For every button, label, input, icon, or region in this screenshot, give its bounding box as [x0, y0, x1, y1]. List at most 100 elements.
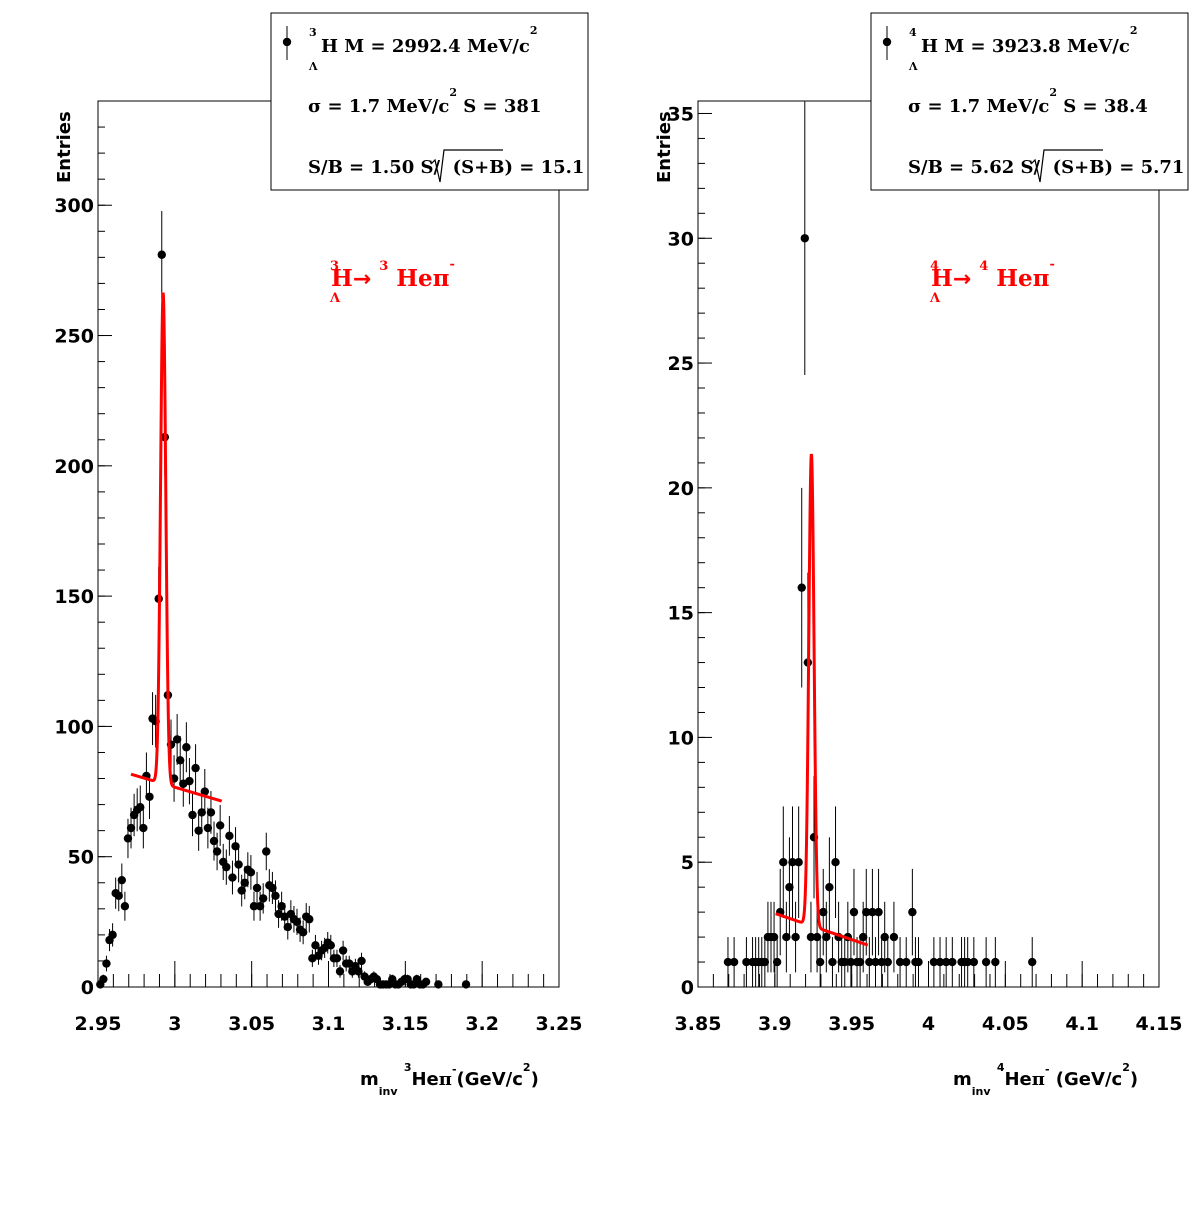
ann-sup-b: 3	[379, 259, 388, 274]
x-tick-label: 4.15	[1136, 1013, 1183, 1035]
x-title-unit2: 2	[523, 1061, 531, 1074]
data-point	[120, 902, 130, 911]
data-point	[194, 826, 203, 835]
x-title-unit2: 2	[1122, 1061, 1130, 1074]
data-point	[760, 957, 770, 967]
data-point	[136, 802, 145, 812]
data-point	[819, 907, 828, 917]
legend-box	[870, 12, 1189, 191]
ann-sup-a: 3	[330, 259, 339, 274]
data-point	[255, 902, 265, 911]
data-point	[461, 980, 471, 989]
x-title-he: He	[411, 1069, 438, 1090]
data-point	[880, 932, 889, 942]
legend-marker	[282, 37, 292, 47]
legend-significance: (S+B) = 15.1	[453, 157, 585, 178]
data-point	[991, 957, 1000, 967]
x-tick-label: 2.95	[75, 1013, 122, 1035]
ann-lambda: Λ	[929, 291, 941, 306]
data-point	[268, 883, 277, 893]
data-point	[729, 957, 739, 967]
x-title-m: m	[360, 1069, 379, 1090]
data-point	[785, 882, 794, 892]
data-point	[157, 250, 166, 259]
x-title-unit: (GeV/c	[457, 1069, 523, 1090]
x-title-pi: π	[439, 1069, 452, 1090]
y-tick-label: 50	[68, 847, 94, 869]
legend-line3: S/B = 5.62 S/ (S+B) = 5.71	[908, 157, 1184, 178]
data-point	[188, 810, 197, 820]
data-point	[929, 957, 939, 967]
data-point	[123, 834, 133, 843]
data-point	[206, 808, 216, 817]
left-panel: 0 50 100 150 200 250 300 2.95 3 3.05 3.1 3.15 3.2 3.2…	[54, 12, 589, 1098]
data-point	[840, 957, 849, 967]
data-point	[963, 957, 972, 967]
data-point	[234, 860, 243, 869]
data-point	[874, 907, 883, 917]
data-point	[102, 959, 111, 968]
data-point	[212, 847, 222, 856]
legend-lambda: Λ	[308, 60, 318, 73]
x-title-minus: -	[1045, 1063, 1050, 1076]
legend-box	[270, 12, 589, 191]
data-point	[222, 862, 231, 872]
data-point	[114, 891, 123, 900]
data-point	[895, 957, 905, 967]
data-point	[779, 858, 788, 867]
data-point	[197, 808, 206, 817]
data-point	[877, 957, 886, 967]
data-point	[865, 957, 874, 967]
data-point	[332, 954, 342, 963]
x-tick-label: 3.1	[312, 1013, 346, 1035]
legend-signal: S = 38.4	[1057, 96, 1148, 117]
legend-sqrt-sign	[1030, 149, 1103, 183]
x-title-inv: inv	[379, 1085, 399, 1098]
decay-annotation: 4H→ 4 Heπ-	[930, 257, 1055, 292]
x-tick-label: 3.15	[382, 1013, 429, 1035]
data-point	[335, 967, 345, 976]
legend-sigma: σ = 1.7 MeV/c	[908, 96, 1049, 117]
y-tick-label: 300	[54, 195, 94, 217]
fit-curve	[775, 453, 869, 947]
data-point	[185, 776, 194, 786]
ann-lambda: Λ	[329, 291, 341, 306]
x-tick-label: 3.05	[228, 1013, 275, 1035]
data-point	[862, 907, 871, 917]
data-point	[858, 932, 868, 942]
data-point	[191, 763, 200, 773]
x-tick-label: 3.95	[828, 1013, 875, 1035]
data-point	[788, 858, 797, 867]
data-point	[203, 823, 213, 833]
data-point	[421, 977, 431, 986]
legend-sup: 4	[909, 26, 917, 39]
x-tick-label: 4.1	[1065, 1013, 1099, 1035]
data-point	[969, 957, 979, 967]
data-point	[145, 792, 154, 801]
y-axis-title: Entries	[654, 111, 675, 183]
data-point	[871, 957, 880, 967]
data-point	[354, 967, 363, 976]
data-point	[311, 941, 320, 950]
data-point	[791, 932, 800, 942]
data-point	[237, 886, 246, 895]
x-title-inv: inv	[972, 1085, 992, 1098]
x-tick-label: 4	[922, 1013, 935, 1035]
data-point	[434, 980, 443, 989]
x-title-he: He	[1004, 1069, 1031, 1090]
data-point	[812, 932, 822, 942]
data-point	[889, 932, 899, 942]
y-tick-label: 0	[81, 977, 94, 999]
legend-line1: H M = 2992.4 MeV/c2	[321, 24, 538, 57]
data-point	[139, 823, 148, 833]
data-point	[883, 957, 892, 967]
legend-sb: S/B = 1.50 S/	[308, 157, 441, 178]
data-point	[815, 957, 825, 967]
legend-marker	[882, 37, 892, 47]
x-axis-title: minv 4Heπ- (GeV/c2)	[953, 1061, 1138, 1098]
x-axis-title: minv 3Heπ-(GeV/c2)	[360, 1061, 539, 1098]
x-tick-label: 4.05	[982, 1013, 1029, 1035]
data-point	[806, 932, 816, 942]
legend-mass: H M = 3923.8 MeV/c	[921, 36, 1130, 57]
legend-sb: S/B = 5.62 S/	[908, 157, 1041, 178]
